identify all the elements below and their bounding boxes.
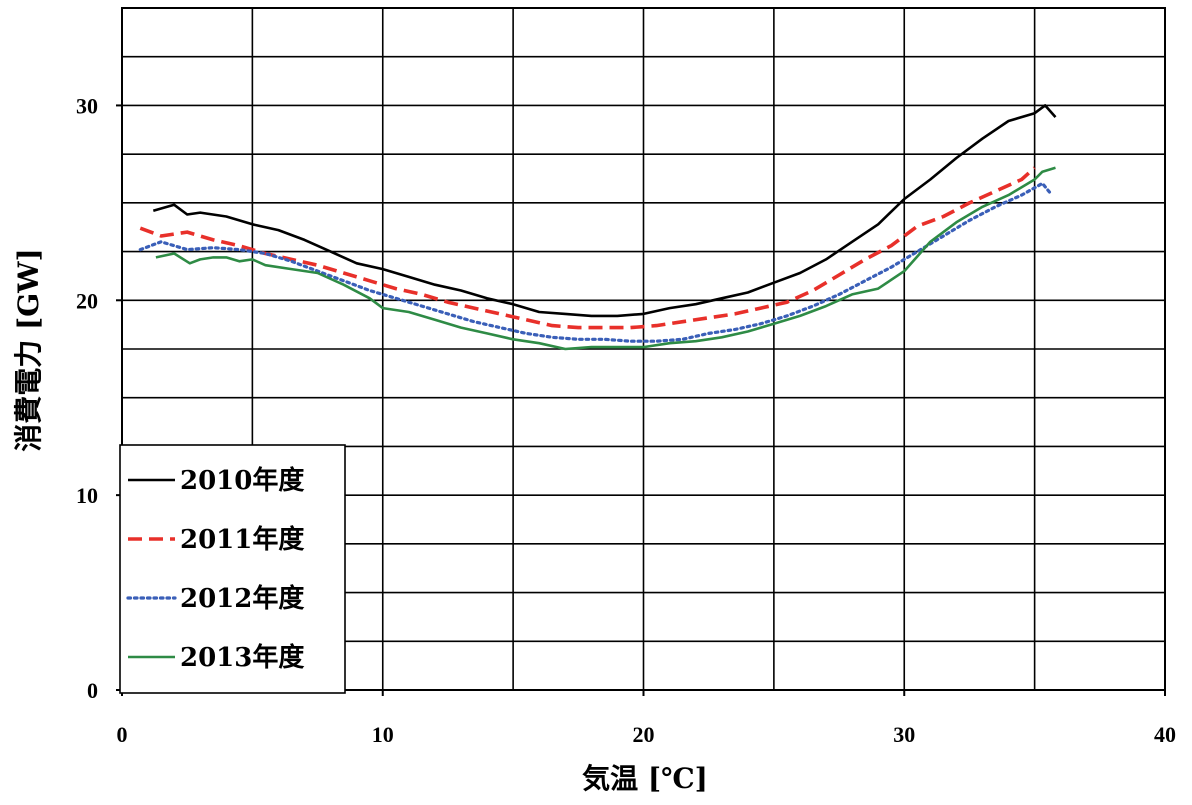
y-tick-label: 20 xyxy=(76,288,98,313)
y-axis-title: 消費電力 [GW] xyxy=(12,248,45,452)
series-line-2010年度 xyxy=(152,104,1057,318)
x-tick-label: 10 xyxy=(372,722,394,747)
series-lines xyxy=(138,104,1057,351)
series-line-2012年度 xyxy=(138,181,1052,343)
legend-label: 2011年度 xyxy=(180,524,304,555)
y-tick-label: 0 xyxy=(87,678,98,703)
y-tick-labels: 0 10 20 30 xyxy=(76,93,122,703)
x-tick-labels: 0 10 20 30 40 xyxy=(117,690,1176,747)
legend-box xyxy=(119,444,346,694)
legend-label: 2012年度 xyxy=(180,583,304,614)
legend-label: 2013年度 xyxy=(180,642,304,673)
series-line-2013年度 xyxy=(155,166,1056,351)
x-axis-title: 気温 [℃] xyxy=(582,762,708,795)
x-tick-label: 0 xyxy=(117,722,128,747)
x-tick-label: 40 xyxy=(1154,722,1176,747)
x-tick-label: 30 xyxy=(893,722,915,747)
y-tick-label: 30 xyxy=(76,93,98,118)
legend-label: 2010年度 xyxy=(180,465,304,496)
x-tick-label: 20 xyxy=(633,722,655,747)
legend: 2010年度 2011年度 2012年度 2013年度 xyxy=(119,444,346,694)
y-tick-label: 10 xyxy=(76,483,98,508)
